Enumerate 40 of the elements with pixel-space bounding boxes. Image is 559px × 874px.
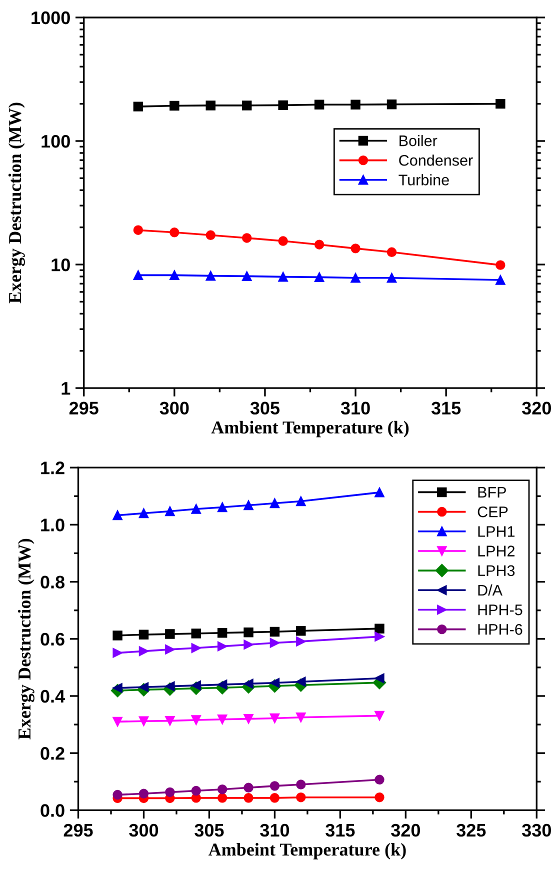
y-tick-label: 1	[62, 382, 70, 395]
legend-label: Boiler	[400, 134, 438, 146]
legend-label: Turbine	[398, 174, 449, 186]
x-tick-label: 315	[326, 824, 355, 837]
legend-label: LPH1	[478, 526, 515, 537]
x-axis-title: Ambient Temperature (k)	[211, 420, 409, 438]
x-tick-label: 315	[431, 402, 461, 415]
legend-label: BFP	[478, 487, 506, 498]
x-tick-label: 320	[522, 402, 551, 415]
y-tick-label: 0.8	[40, 576, 65, 589]
y-tick-label: 0.4	[40, 690, 65, 703]
legend-label: LPH2	[478, 546, 514, 556]
y-tick-label: 0.0	[40, 804, 64, 817]
x-tick-label: 305	[250, 402, 280, 415]
y-tick-label: 0.6	[40, 632, 64, 646]
legend-label: D/A	[478, 584, 502, 596]
x-tick-label: 300	[160, 402, 189, 415]
y-tick-label: 1.2	[41, 462, 64, 474]
legend-label: HPH-5	[478, 604, 522, 616]
x-axis-title: Ambeint Temperature (k)	[208, 843, 406, 860]
x-tick-label: 310	[340, 402, 370, 415]
y-axis-title: Exergy Destruction (MW)	[18, 538, 34, 740]
x-tick-label: 320	[391, 824, 420, 837]
legend-label: HPH-6	[478, 624, 522, 635]
y-tick-label: 1.0	[41, 518, 64, 532]
legend-label: LPH3	[478, 565, 515, 576]
x-tick-label: 295	[64, 824, 93, 837]
y-tick-label: 1000	[32, 11, 70, 24]
legend-label: CEP	[478, 506, 508, 518]
y-axis-title: Exergy Destruction (MW)	[8, 102, 25, 304]
legend-label: Condenser	[399, 154, 473, 166]
x-tick-label: 305	[194, 824, 224, 837]
x-tick-label: 325	[456, 824, 486, 837]
x-tick-label: 295	[69, 402, 98, 415]
x-tick-label: 300	[129, 824, 158, 837]
y-tick-label: 10	[52, 258, 70, 272]
y-tick-label: 100	[42, 134, 70, 148]
x-tick-label: 310	[260, 824, 290, 837]
x-tick-label: 330	[522, 824, 551, 837]
y-tick-label: 0.2	[40, 747, 64, 760]
